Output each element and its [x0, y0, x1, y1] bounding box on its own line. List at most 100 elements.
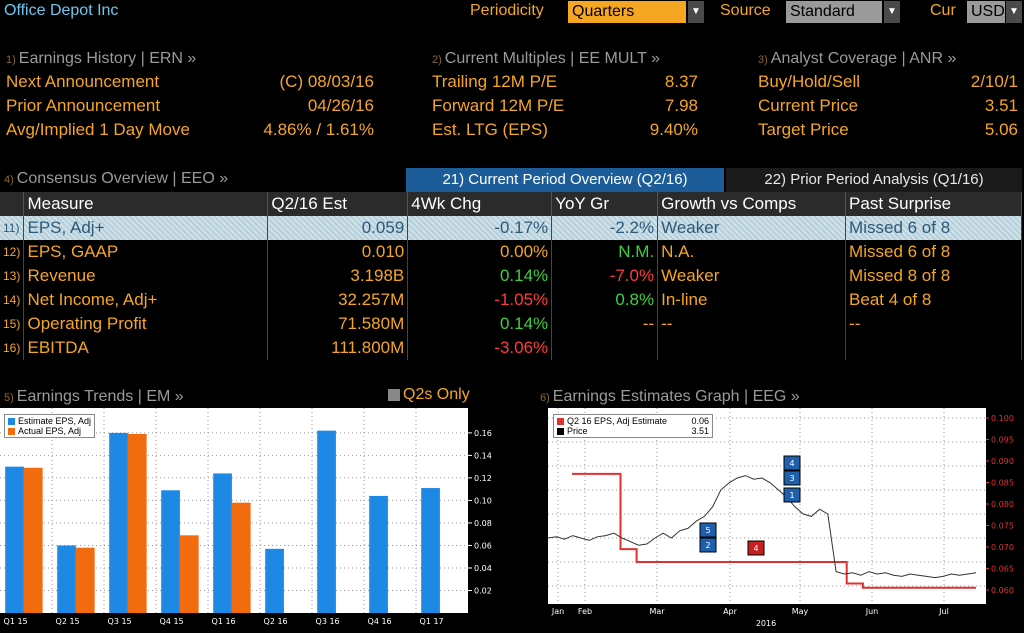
table-row[interactable]: 13) Revenue 3.198B 0.14% -7.0% Weaker Mi… — [0, 264, 1022, 288]
estimate-cell: 0.059 — [267, 216, 409, 240]
tab-prior-period[interactable]: 22) Prior Period Analysis (Q1/16) — [726, 168, 1022, 192]
event-markers: 5 2 4 4 3 1 — [699, 455, 801, 556]
currency-label: Cur — [930, 2, 956, 19]
surprise-cell: Missed 6 of 8 — [845, 240, 1022, 264]
table-row[interactable]: 15) Operating Profit 71.580M 0.14% -- --… — [0, 312, 1022, 336]
section-title-text: Consensus Overview | EEO » — [16, 170, 229, 187]
x-tick-label: Q4 15 — [160, 617, 184, 626]
header-cell[interactable]: 4Wk Chg — [407, 192, 553, 216]
currency-select[interactable]: USD — [967, 1, 1005, 23]
event-marker — [783, 470, 801, 486]
row-value: 3.51 — [984, 96, 1018, 115]
right-tick-label: 0.080 — [991, 500, 1014, 509]
current-multiples-title[interactable]: 2) Current Multiples | EE MULT » — [432, 50, 660, 68]
legend-value: 0.06 — [691, 416, 709, 426]
estimate-cell: 0.010 — [267, 240, 409, 264]
event-marker — [747, 540, 765, 556]
y-tick-label: 0.16 — [474, 429, 492, 438]
bar — [369, 495, 388, 613]
section-title-text: Analyst Coverage | ANR » — [770, 50, 957, 67]
earnings-trends-chart: 0.02 0.04 0.06 0.08 0.10 0.12 0.14 0.16 Q1 15 Q2… — [0, 408, 492, 626]
swatch-icon — [8, 418, 15, 426]
consensus-table: Measure Q2/16 Est 4Wk Chg YoY Gr Growth … — [0, 192, 1022, 360]
header-cell[interactable]: Past Surprise — [845, 192, 1022, 216]
legend-value: 3.51 — [691, 426, 709, 436]
source-select[interactable]: Standard — [786, 1, 882, 23]
surprise-cell — [845, 336, 1022, 360]
comps-cell: In-line — [657, 288, 847, 312]
right-tick-label: 0.065 — [991, 565, 1014, 574]
event-marker — [783, 455, 801, 471]
periodicity-select[interactable]: Quarters — [568, 1, 686, 23]
earnings-history-title[interactable]: 1) Earnings History | ERN » — [6, 50, 196, 68]
x-tick-label: Q1 16 — [212, 617, 236, 626]
row-label: Buy/Hold/Sell — [758, 72, 861, 91]
row-number: 12) — [0, 240, 25, 264]
list-item: Next Announcement (C) 08/03/16 — [6, 72, 374, 96]
yoy-cell: -2.2% — [551, 216, 659, 240]
tab-current-period[interactable]: 21) Current Period Overview (Q2/16) — [406, 168, 724, 192]
row-label: Avg/Implied 1 Day Move — [6, 120, 190, 139]
bar — [75, 547, 95, 613]
legend-item: Estimate EPS, Adj — [8, 416, 91, 426]
table-row[interactable]: 12) EPS, GAAP 0.010 0.00% N.M. N.A. Miss… — [0, 240, 1022, 264]
table-row[interactable]: 16) EBITDA 111.800M -3.06% — [0, 336, 1022, 360]
swatch-icon — [557, 428, 564, 436]
legend-item: Q2 16 EPS, Adj Estimate 0.06 — [557, 416, 709, 426]
earnings-graph-title[interactable]: 6) Earnings Estimates Graph | EEG » — [540, 388, 800, 406]
legend-label: Estimate EPS, Adj — [18, 416, 92, 426]
x-tick-label: Jun — [865, 607, 879, 616]
right-tick-label: 0.095 — [991, 436, 1014, 445]
header-cell[interactable]: Growth vs Comps — [657, 192, 847, 216]
section-number: 1) — [6, 54, 16, 66]
left-tick-label: 8.00 — [527, 462, 545, 471]
header-cell — [0, 192, 25, 216]
legend-item: Actual EPS, Adj — [8, 426, 91, 436]
section-title-text: Earnings Trends | EM » — [16, 388, 184, 405]
comps-cell: Weaker — [657, 264, 847, 288]
x-tick-label: Q1 15 — [4, 617, 28, 626]
q2s-only-toggle[interactable]: Q2s Only — [388, 386, 470, 404]
consensus-overview-title[interactable]: 4) Consensus Overview | EEO » — [4, 170, 228, 188]
comps-cell — [657, 336, 847, 360]
earnings-trends-title[interactable]: 5) Earnings Trends | EM » — [4, 388, 184, 406]
marker-label: 3 — [789, 474, 794, 483]
earnings-graph-chart: 3.00 4.00 5.00 6.00 7.00 8.00 9.00 10.00 0.060 0.… — [522, 408, 1014, 628]
section-number: 4) — [4, 174, 14, 186]
row-value: 8.37 — [664, 72, 698, 91]
y-tick-label: 0.04 — [474, 564, 492, 573]
row-number: 15) — [0, 312, 25, 336]
bar — [127, 434, 147, 613]
measure-cell: Revenue — [23, 264, 269, 288]
year-label: 2016 — [756, 619, 776, 628]
checkbox-icon[interactable] — [388, 388, 400, 401]
marker-label: 2 — [705, 541, 710, 550]
row-label: Next Announcement — [6, 72, 160, 91]
row-label: Target Price — [758, 120, 849, 139]
marker-label: 1 — [789, 491, 794, 500]
y-axis-ticks: 0.02 0.04 0.06 0.08 0.10 0.12 0.14 0.16 — [468, 429, 492, 595]
table-row[interactable]: 14) Net Income, Adj+ 32.257M -1.05% 0.8%… — [0, 288, 1022, 312]
surprise-cell: -- — [845, 312, 1022, 336]
chevron-down-icon[interactable]: ▼ — [688, 1, 704, 23]
legend-label: Price — [567, 426, 588, 436]
axis-ticks: 3.00 4.00 5.00 6.00 7.00 8.00 9.00 10.00 0.060 0.… — [522, 414, 1014, 628]
row-number: 14) — [0, 288, 25, 312]
row-value: 04/26/16 — [307, 96, 374, 115]
analyst-coverage-title[interactable]: 3) Analyst Coverage | ANR » — [758, 50, 956, 68]
table-row[interactable]: 11) EPS, Adj+ 0.059 -0.17% -2.2% Weaker … — [0, 216, 1022, 240]
header-cell[interactable]: Q2/16 Est — [267, 192, 409, 216]
marker-label: 4 — [753, 544, 758, 553]
header-cell[interactable]: YoY Gr — [551, 192, 659, 216]
bar — [161, 490, 180, 613]
legend-label: Actual EPS, Adj — [18, 426, 82, 436]
row-label: Forward 12M P/E — [432, 96, 565, 115]
chevron-down-icon[interactable]: ▼ — [884, 1, 900, 23]
header-cell[interactable]: Measure — [23, 192, 269, 216]
section-title-text: Earnings Estimates Graph | EEG » — [552, 388, 800, 405]
chevron-down-icon[interactable]: ▼ — [1006, 1, 1022, 23]
yoy-cell — [551, 336, 659, 360]
section-number: 2) — [432, 54, 442, 66]
estimate-cell: 111.800M — [267, 336, 409, 360]
measure-cell: EPS, GAAP — [23, 240, 269, 264]
